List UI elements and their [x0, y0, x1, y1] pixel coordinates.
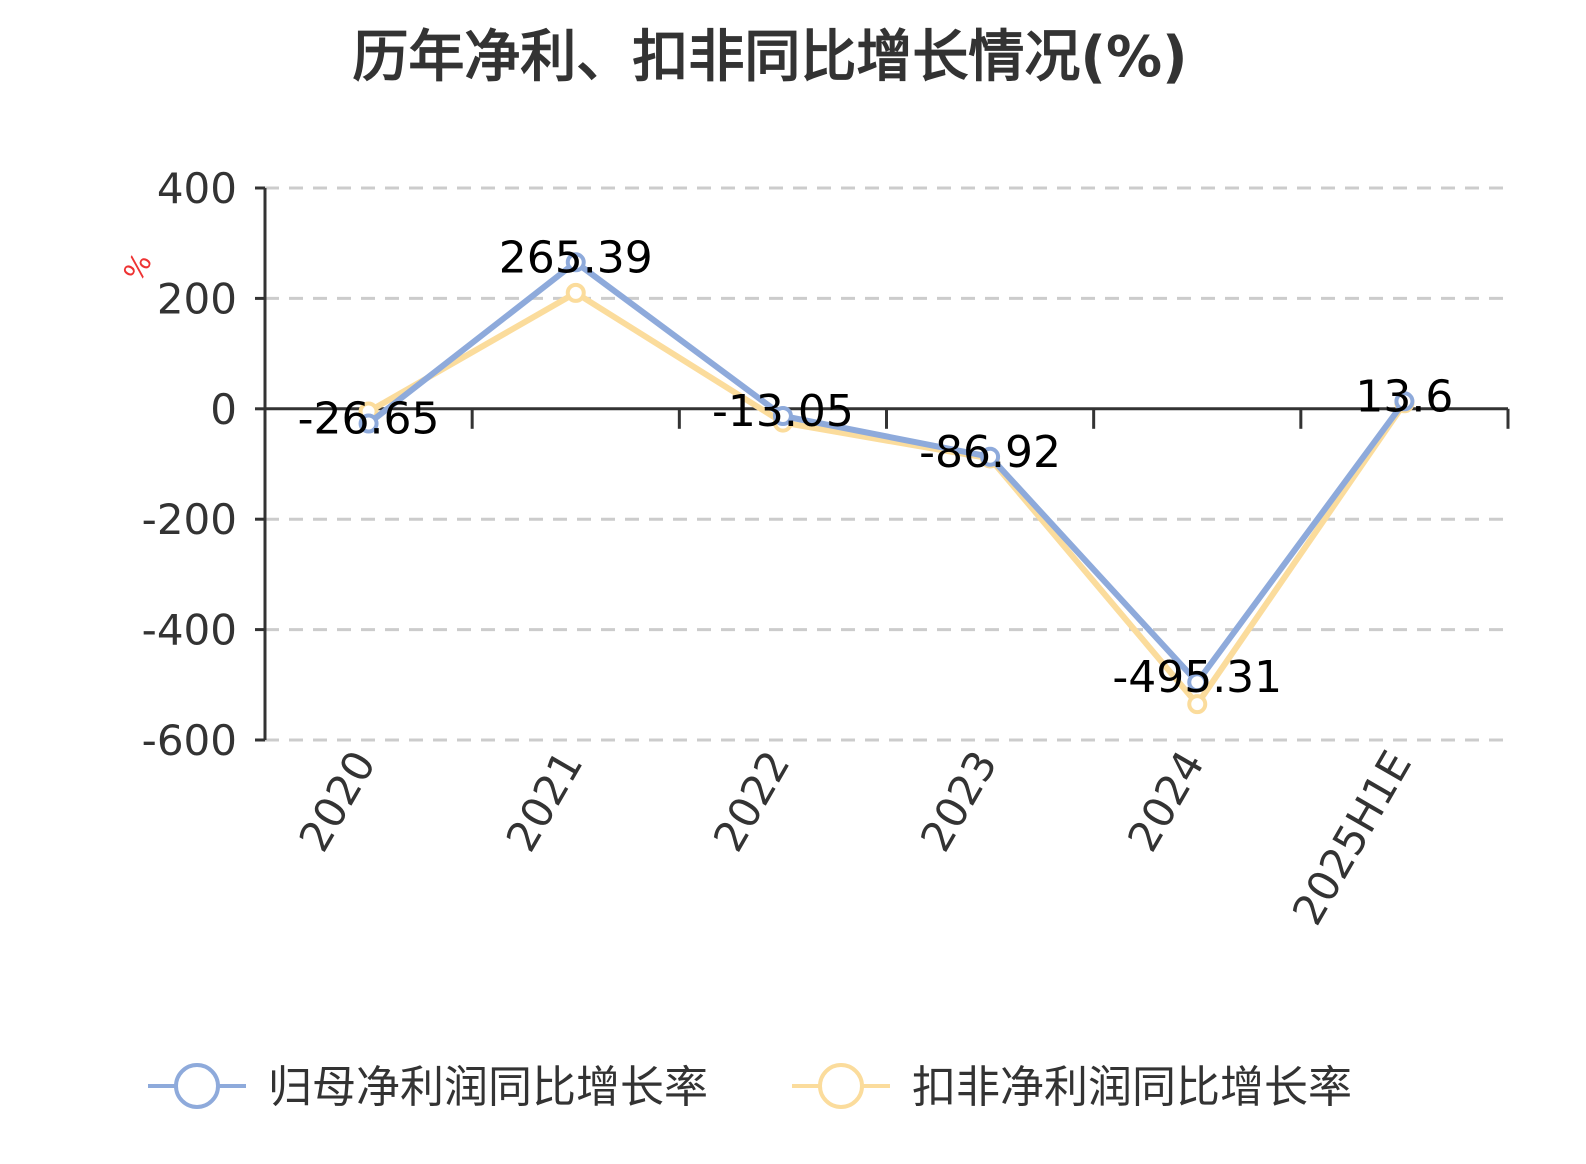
legend-label: 扣非净利润同比增长率	[912, 1062, 1352, 1113]
legend-item[interactable]: 归母净利润同比增长率	[148, 1062, 708, 1113]
y-tick-label: -200	[142, 495, 237, 544]
x-tick-label: 2025H1E	[1283, 743, 1421, 934]
data-point[interactable]	[980, 446, 1001, 467]
data-point[interactable]	[772, 406, 793, 427]
series-line	[367, 289, 1407, 708]
data-labels: -26.65 265.39 -13.05 -86.92 -495.31 13.6	[298, 232, 1454, 703]
series-lines	[358, 252, 1415, 715]
y-tick-label: -400	[142, 606, 237, 655]
data-point[interactable]	[565, 282, 586, 303]
y-tick-label: 400	[157, 164, 237, 213]
data-label: 265.39	[499, 232, 653, 283]
legend[interactable]: 归母净利润同比增长率 扣非净利润同比增长率	[148, 1062, 1352, 1113]
x-tick-label: 2022	[704, 743, 800, 860]
data-label: 13.6	[1355, 371, 1453, 422]
data-label: -26.65	[298, 394, 440, 445]
legend-marker-icon	[818, 1063, 864, 1109]
data-label: -495.31	[1112, 652, 1282, 703]
data-point[interactable]	[1187, 672, 1208, 693]
data-point[interactable]	[1394, 391, 1415, 412]
x-tick-label: 2023	[911, 743, 1007, 860]
data-label: -13.05	[712, 386, 854, 437]
grid-lines	[265, 186, 1508, 742]
data-point[interactable]	[1187, 694, 1208, 715]
y-tick-label: 200	[157, 274, 237, 323]
data-label: -86.92	[919, 427, 1061, 478]
data-point[interactable]	[358, 413, 379, 434]
series-line	[366, 259, 1407, 686]
chart-title: 历年净利、扣非同比增长情况(%)	[352, 25, 1187, 90]
x-tick-label: 2024	[1118, 743, 1214, 860]
legend-label: 归母净利润同比增长率	[268, 1062, 708, 1113]
y-axis-unit-label: %	[117, 247, 159, 287]
legend-item[interactable]: 扣非净利润同比增长率	[792, 1062, 1352, 1113]
y-tick-label: 0	[210, 385, 237, 434]
data-point[interactable]	[565, 252, 586, 273]
x-tick-label: 2020	[289, 743, 385, 860]
y-tick-label: -600	[142, 716, 237, 765]
legend-marker-icon	[174, 1063, 220, 1109]
x-tick-label: 2021	[497, 743, 593, 860]
